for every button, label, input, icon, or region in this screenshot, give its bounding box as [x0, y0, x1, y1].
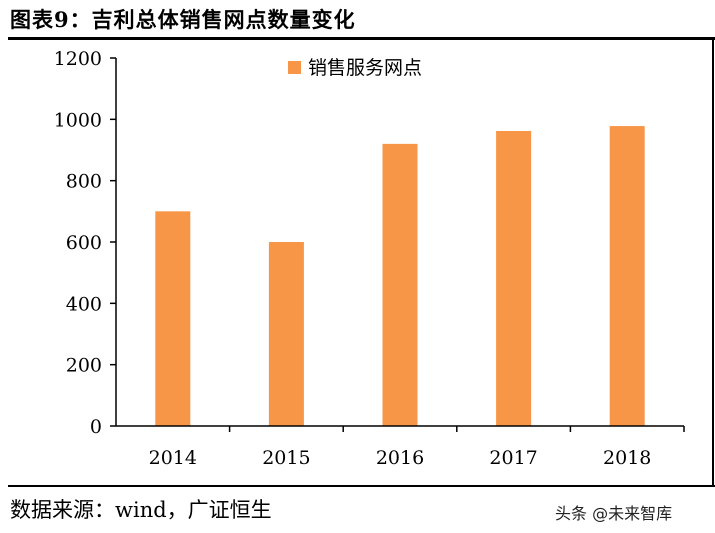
- x-tick-label: 2018: [603, 447, 651, 469]
- x-tick-label: 2015: [262, 447, 310, 469]
- y-axis-ticks: 0 200 400 600 800 1000 1200: [54, 48, 116, 438]
- source-note: 数据来源：wind，广证恒生: [10, 498, 272, 522]
- y-tick-label: 400: [66, 293, 102, 315]
- watermark: 头条 @未来智库: [555, 504, 673, 523]
- y-tick-label: 0: [90, 416, 102, 438]
- legend-label: 销售服务网点: [308, 57, 422, 79]
- bar-2014: [155, 211, 191, 426]
- top-rule: [8, 37, 715, 40]
- legend: 销售服务网点: [288, 57, 422, 79]
- y-tick-label: 1200: [54, 48, 102, 70]
- bars: [155, 126, 645, 426]
- figure-title: 图表9：吉利总体销售网点数量变化: [10, 7, 356, 32]
- y-tick-label: 200: [66, 355, 102, 377]
- right-frame-line: [712, 40, 714, 485]
- x-tick-label: 2014: [149, 447, 197, 469]
- legend-swatch: [288, 61, 301, 74]
- y-tick-label: 1000: [54, 109, 102, 131]
- bar-2017: [496, 130, 532, 426]
- bar-2016: [382, 143, 418, 426]
- y-tick-label: 600: [66, 232, 102, 254]
- y-tick-label: 800: [66, 171, 102, 193]
- bar-2018: [609, 126, 645, 426]
- x-axis-labels: 2014 2015 2016 2017 2018: [149, 426, 685, 469]
- x-tick-label: 2017: [489, 447, 537, 469]
- bottom-rule: [8, 485, 715, 487]
- bar-2015: [268, 242, 304, 426]
- x-tick-label: 2016: [376, 447, 424, 469]
